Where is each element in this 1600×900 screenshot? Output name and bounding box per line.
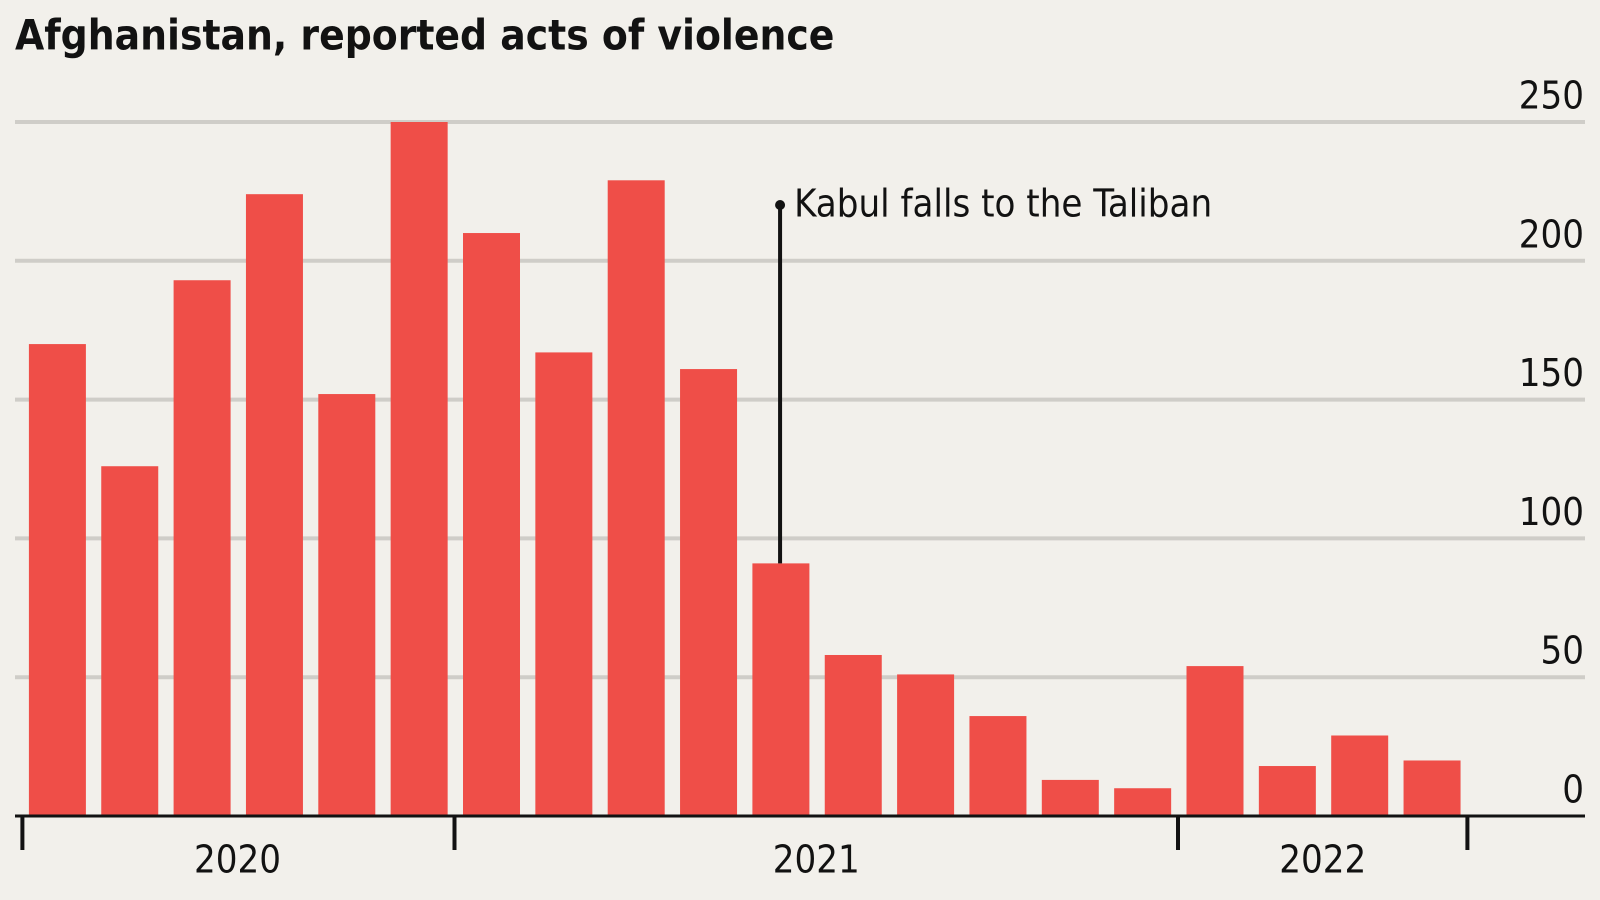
bar <box>318 394 376 816</box>
bar <box>535 352 593 816</box>
x-group-label: 2022 <box>1279 838 1366 882</box>
x-group-label: 2020 <box>194 838 281 882</box>
bar <box>1403 760 1461 816</box>
y-tick-label: 50 <box>1541 629 1585 673</box>
bar <box>463 233 520 817</box>
bar <box>1258 766 1316 816</box>
bar <box>390 122 448 816</box>
bar <box>101 466 159 816</box>
bar <box>752 563 810 816</box>
bar <box>824 654 882 816</box>
bar <box>969 716 1027 816</box>
annotation-dot <box>775 200 786 210</box>
y-tick-label: 250 <box>1519 74 1584 118</box>
bar <box>1331 735 1389 816</box>
annotation-text: Kabul falls to the Taliban <box>794 182 1212 226</box>
x-group-label: 2021 <box>773 838 860 882</box>
y-tick-label: 100 <box>1519 490 1584 534</box>
y-tick-label: 0 <box>1562 768 1584 812</box>
bar <box>173 280 231 816</box>
bar <box>1114 788 1172 816</box>
chart-title: Afghanistan, reported acts of violence <box>15 11 834 60</box>
bar <box>607 180 665 816</box>
bar <box>680 369 738 816</box>
y-tick-label: 150 <box>1519 351 1584 395</box>
bar <box>1041 779 1099 816</box>
bar <box>897 674 955 816</box>
bar <box>28 344 86 816</box>
bar <box>1186 666 1244 816</box>
bar <box>245 194 303 816</box>
y-tick-label: 200 <box>1519 212 1584 256</box>
